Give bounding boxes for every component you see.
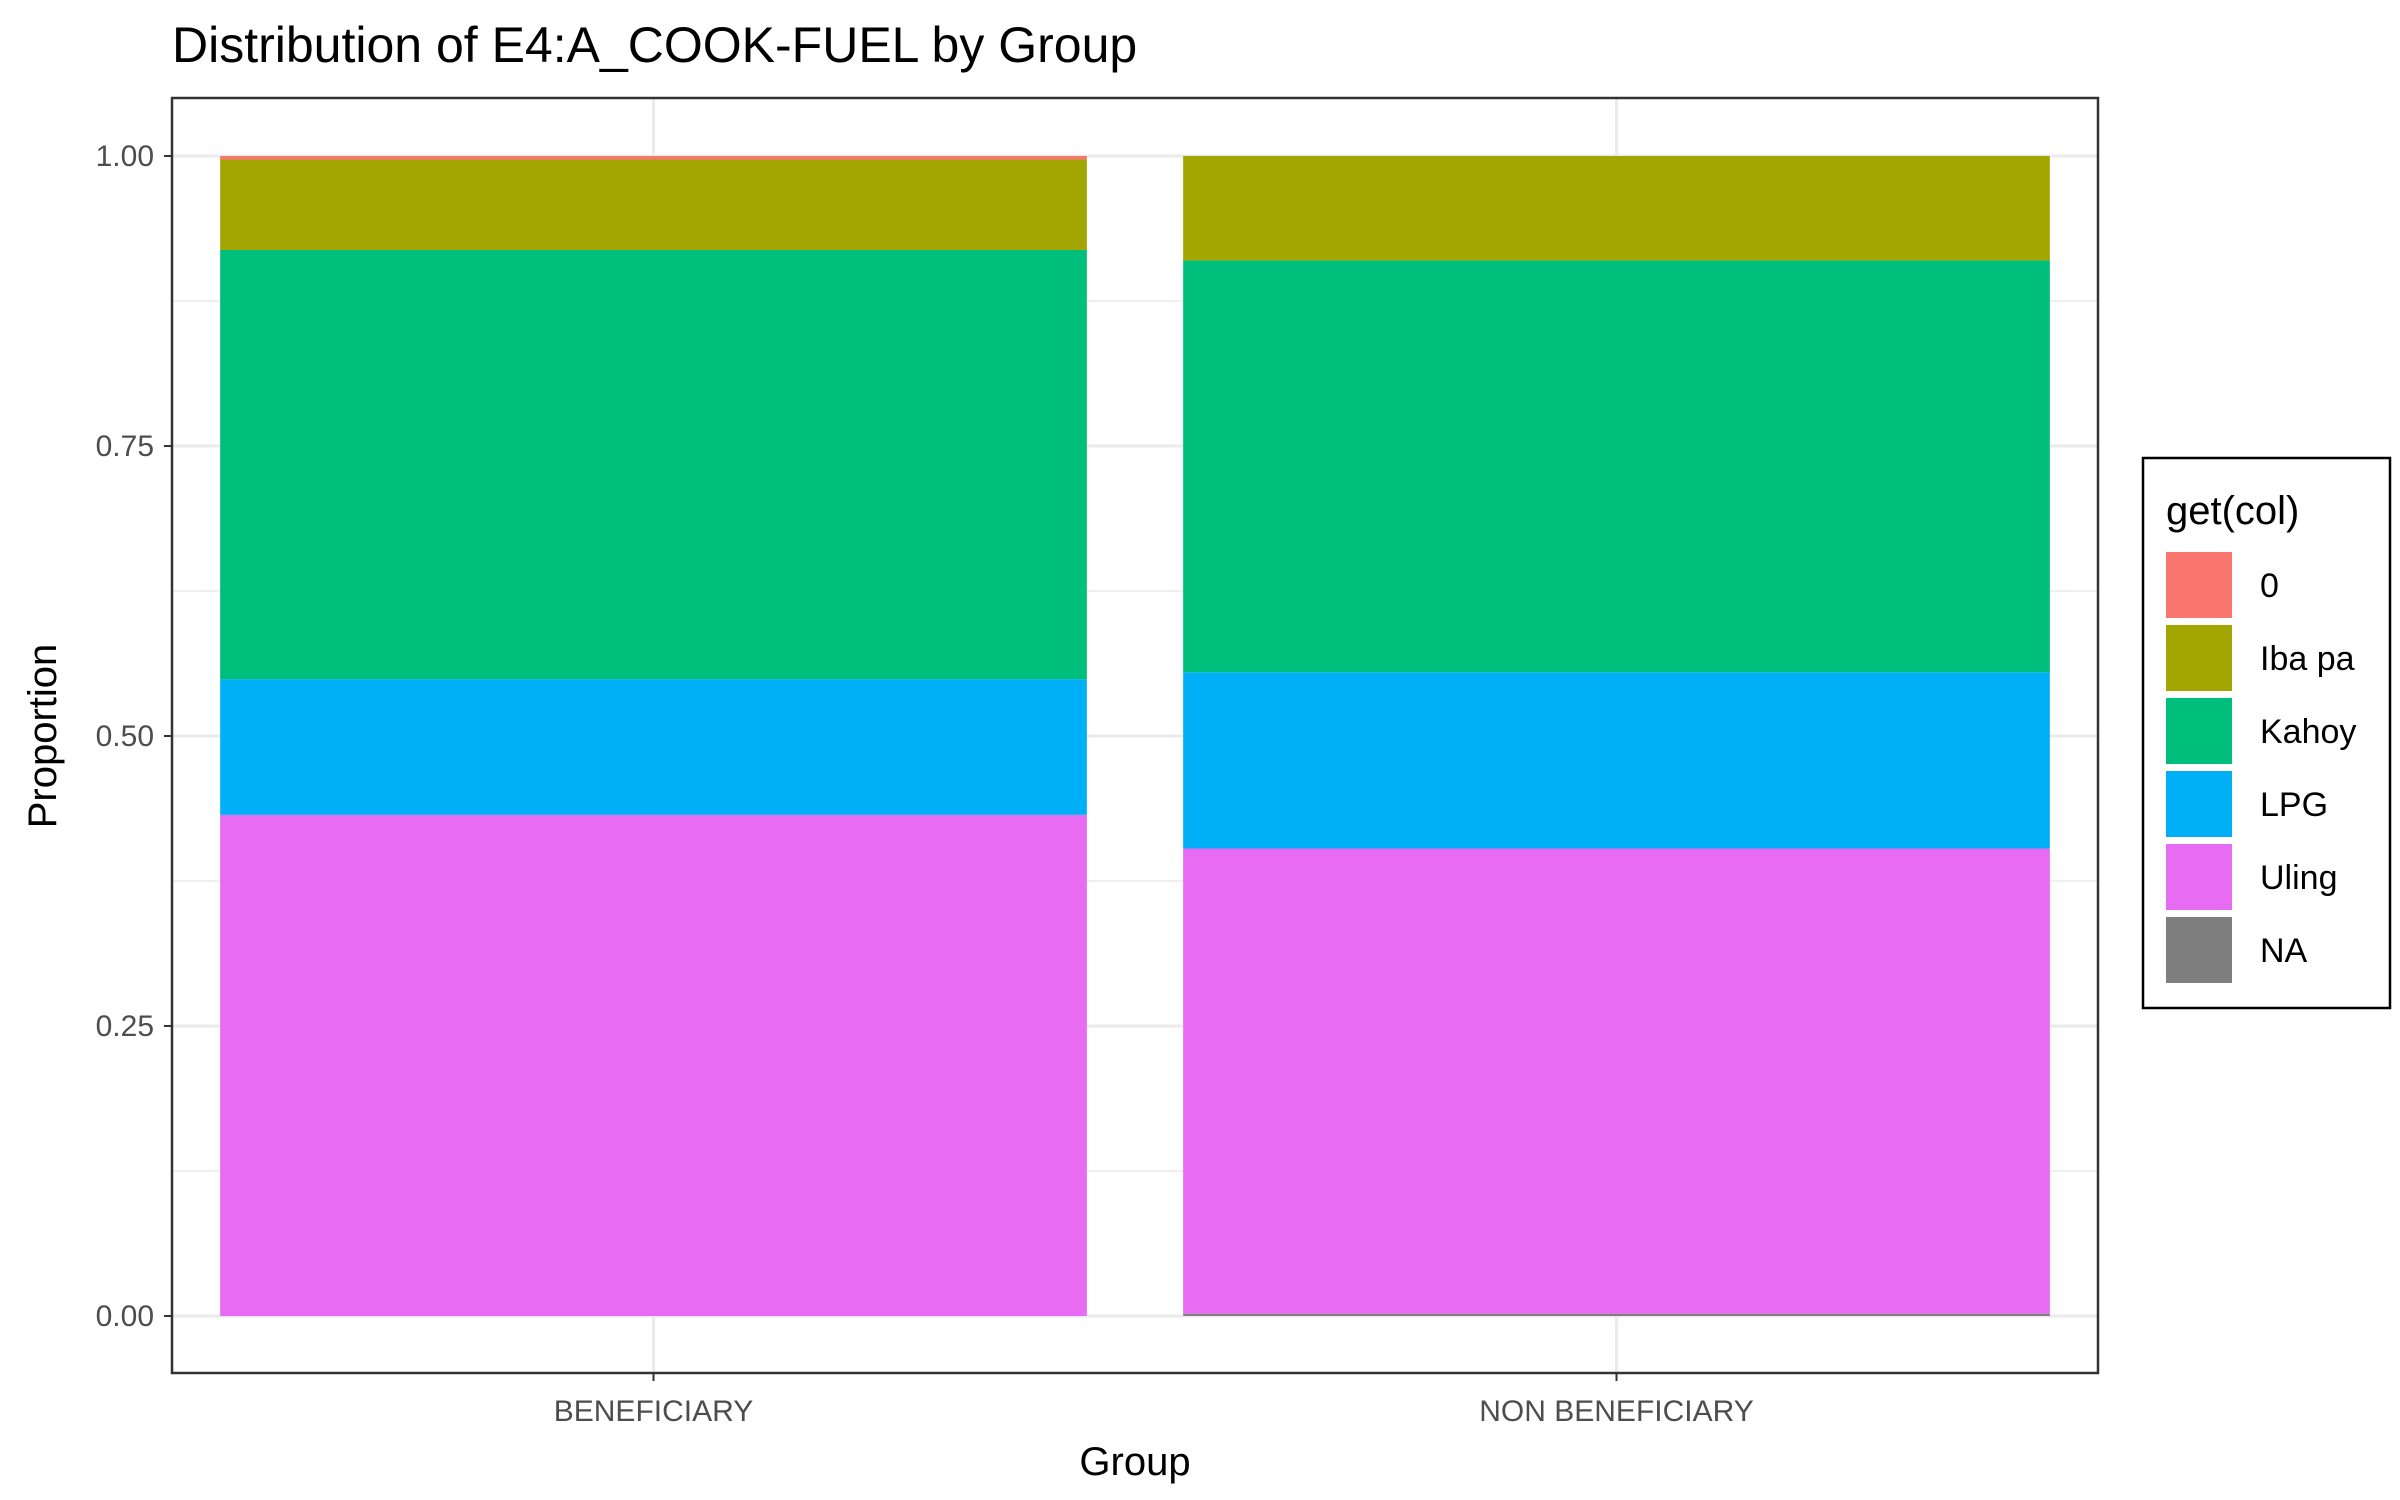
bar-segment-na-1 bbox=[1183, 1313, 2050, 1316]
legend-key-0 bbox=[2166, 552, 2232, 618]
legend-label: Kahoy bbox=[2260, 713, 2356, 751]
y-tick-label: 1.00 bbox=[96, 140, 154, 173]
legend-label: LPG bbox=[2260, 786, 2328, 824]
y-tick-label: 0.00 bbox=[96, 1300, 154, 1333]
chart-title: Distribution of E4:A_COOK-FUEL by Group bbox=[172, 17, 1137, 73]
y-tick-label: 0.25 bbox=[96, 1010, 154, 1043]
bar-segment-0-0 bbox=[220, 156, 1087, 160]
bar-segment-iba-pa-1 bbox=[1183, 156, 2050, 261]
y-axis: 0.00 0.25 0.50 0.75 1.00 bbox=[96, 140, 172, 1333]
bar-segment-lpg-0 bbox=[220, 679, 1087, 815]
legend-key-iba-pa bbox=[2166, 625, 2232, 691]
legend-label: Iba pa bbox=[2260, 640, 2355, 678]
legend-label: NA bbox=[2260, 932, 2308, 970]
legend-label: Uling bbox=[2260, 859, 2337, 897]
x-axis-title: Group bbox=[1079, 1440, 1190, 1484]
bar-segment-kahoy-0 bbox=[220, 249, 1087, 680]
legend-items: 0 Iba pa Kahoy LPG Uling NA bbox=[2166, 552, 2356, 983]
legend-key-lpg bbox=[2166, 771, 2232, 837]
x-tick-label: NON BENEFICIARY bbox=[1479, 1395, 1754, 1428]
legend-title: get(col) bbox=[2166, 489, 2299, 533]
x-tick-label: BENEFICIARY bbox=[554, 1395, 754, 1428]
legend-key-uling bbox=[2166, 844, 2232, 910]
bar-segment-uling-0 bbox=[220, 814, 1087, 1316]
bar-segment-lpg-1 bbox=[1183, 672, 2050, 849]
legend-key-na bbox=[2166, 917, 2232, 983]
bar-segment-iba-pa-0 bbox=[220, 159, 1087, 250]
y-tick-label: 0.50 bbox=[96, 720, 154, 753]
legend-key-kahoy bbox=[2166, 698, 2232, 764]
bars bbox=[220, 156, 2050, 1316]
x-axis: BENEFICIARY NON BENEFICIARY bbox=[554, 1373, 1754, 1428]
bar-segment-kahoy-1 bbox=[1183, 260, 2050, 673]
y-axis-title: Proportion bbox=[21, 644, 65, 829]
bar-segment-uling-1 bbox=[1183, 848, 2050, 1314]
legend-label: 0 bbox=[2260, 567, 2279, 605]
legend: get(col) 0 Iba pa Kahoy LPG Uling NA bbox=[2141, 456, 2392, 1010]
y-tick-label: 0.75 bbox=[96, 430, 154, 463]
